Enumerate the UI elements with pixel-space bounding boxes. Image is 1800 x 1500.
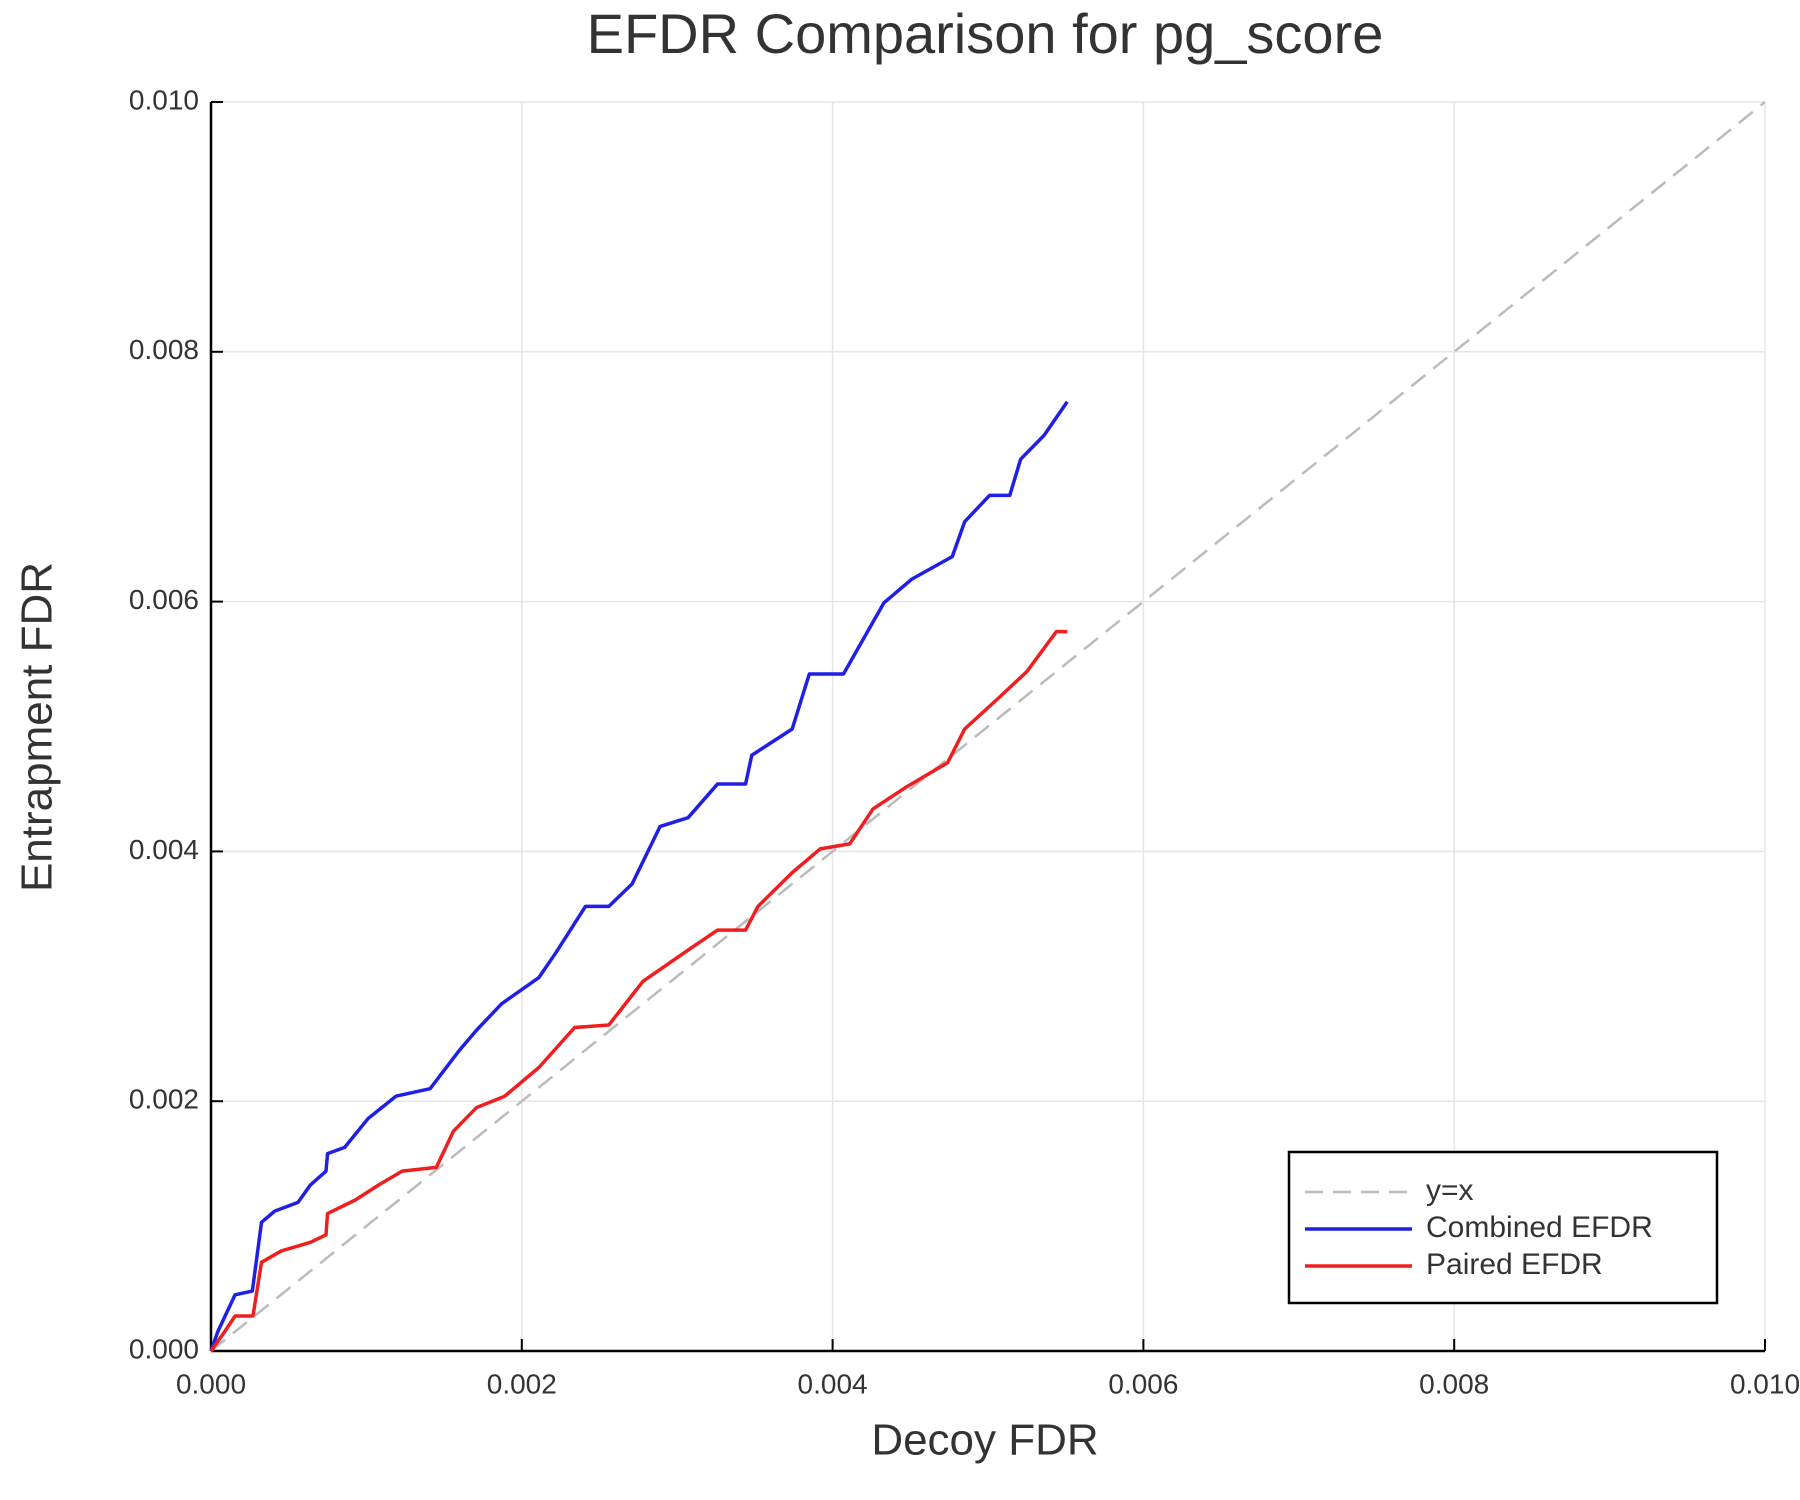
x-tick-label: 0.008 bbox=[1419, 1368, 1489, 1399]
x-tick-label: 0.004 bbox=[798, 1368, 868, 1399]
x-tick-label: 0.010 bbox=[1730, 1368, 1800, 1399]
y-tick-label: 0.000 bbox=[129, 1333, 199, 1364]
x-tick-label: 0.006 bbox=[1108, 1368, 1178, 1399]
x-tick-label: 0.002 bbox=[487, 1368, 557, 1399]
legend-label: Combined EFDR bbox=[1426, 1211, 1653, 1244]
x-tick-label: 0.000 bbox=[176, 1368, 246, 1399]
y-tick-label: 0.006 bbox=[129, 584, 199, 615]
y-tick-label: 0.002 bbox=[129, 1084, 199, 1115]
data-line bbox=[209, 629, 1068, 1353]
legend-label: y=x bbox=[1426, 1174, 1474, 1207]
y-tick-label: 0.008 bbox=[129, 334, 199, 365]
y-tick-label: 0.010 bbox=[129, 84, 199, 115]
legend-label: Paired EFDR bbox=[1426, 1248, 1603, 1281]
y-axis-label: Entrapment FDR bbox=[13, 562, 62, 892]
data-line bbox=[209, 400, 1069, 1352]
x-axis-label: Decoy FDR bbox=[871, 1416, 1098, 1465]
data-line bbox=[210, 101, 1766, 1352]
chart-title: EFDR Comparison for pg_score bbox=[587, 2, 1384, 65]
y-tick-label: 0.004 bbox=[129, 834, 199, 865]
